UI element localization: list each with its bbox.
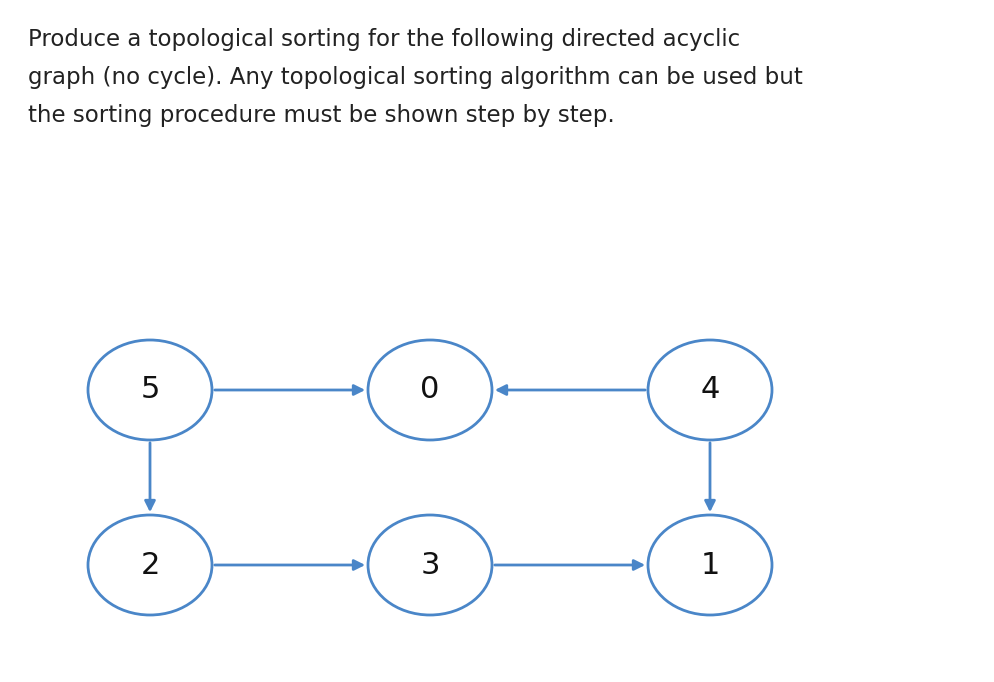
Ellipse shape — [648, 340, 772, 440]
Text: 4: 4 — [701, 376, 720, 404]
Text: 3: 3 — [420, 550, 439, 580]
Text: 2: 2 — [140, 550, 160, 580]
Text: Produce a topological sorting for the following directed acyclic: Produce a topological sorting for the fo… — [28, 28, 741, 51]
Ellipse shape — [88, 515, 212, 615]
Ellipse shape — [648, 515, 772, 615]
Ellipse shape — [88, 340, 212, 440]
Ellipse shape — [368, 340, 492, 440]
Text: 0: 0 — [420, 376, 439, 404]
Text: graph (no cycle). Any topological sorting algorithm can be used but: graph (no cycle). Any topological sortin… — [28, 66, 803, 89]
Text: 1: 1 — [701, 550, 720, 580]
Text: the sorting procedure must be shown step by step.: the sorting procedure must be shown step… — [28, 104, 614, 127]
Ellipse shape — [368, 515, 492, 615]
Text: 5: 5 — [140, 376, 160, 404]
